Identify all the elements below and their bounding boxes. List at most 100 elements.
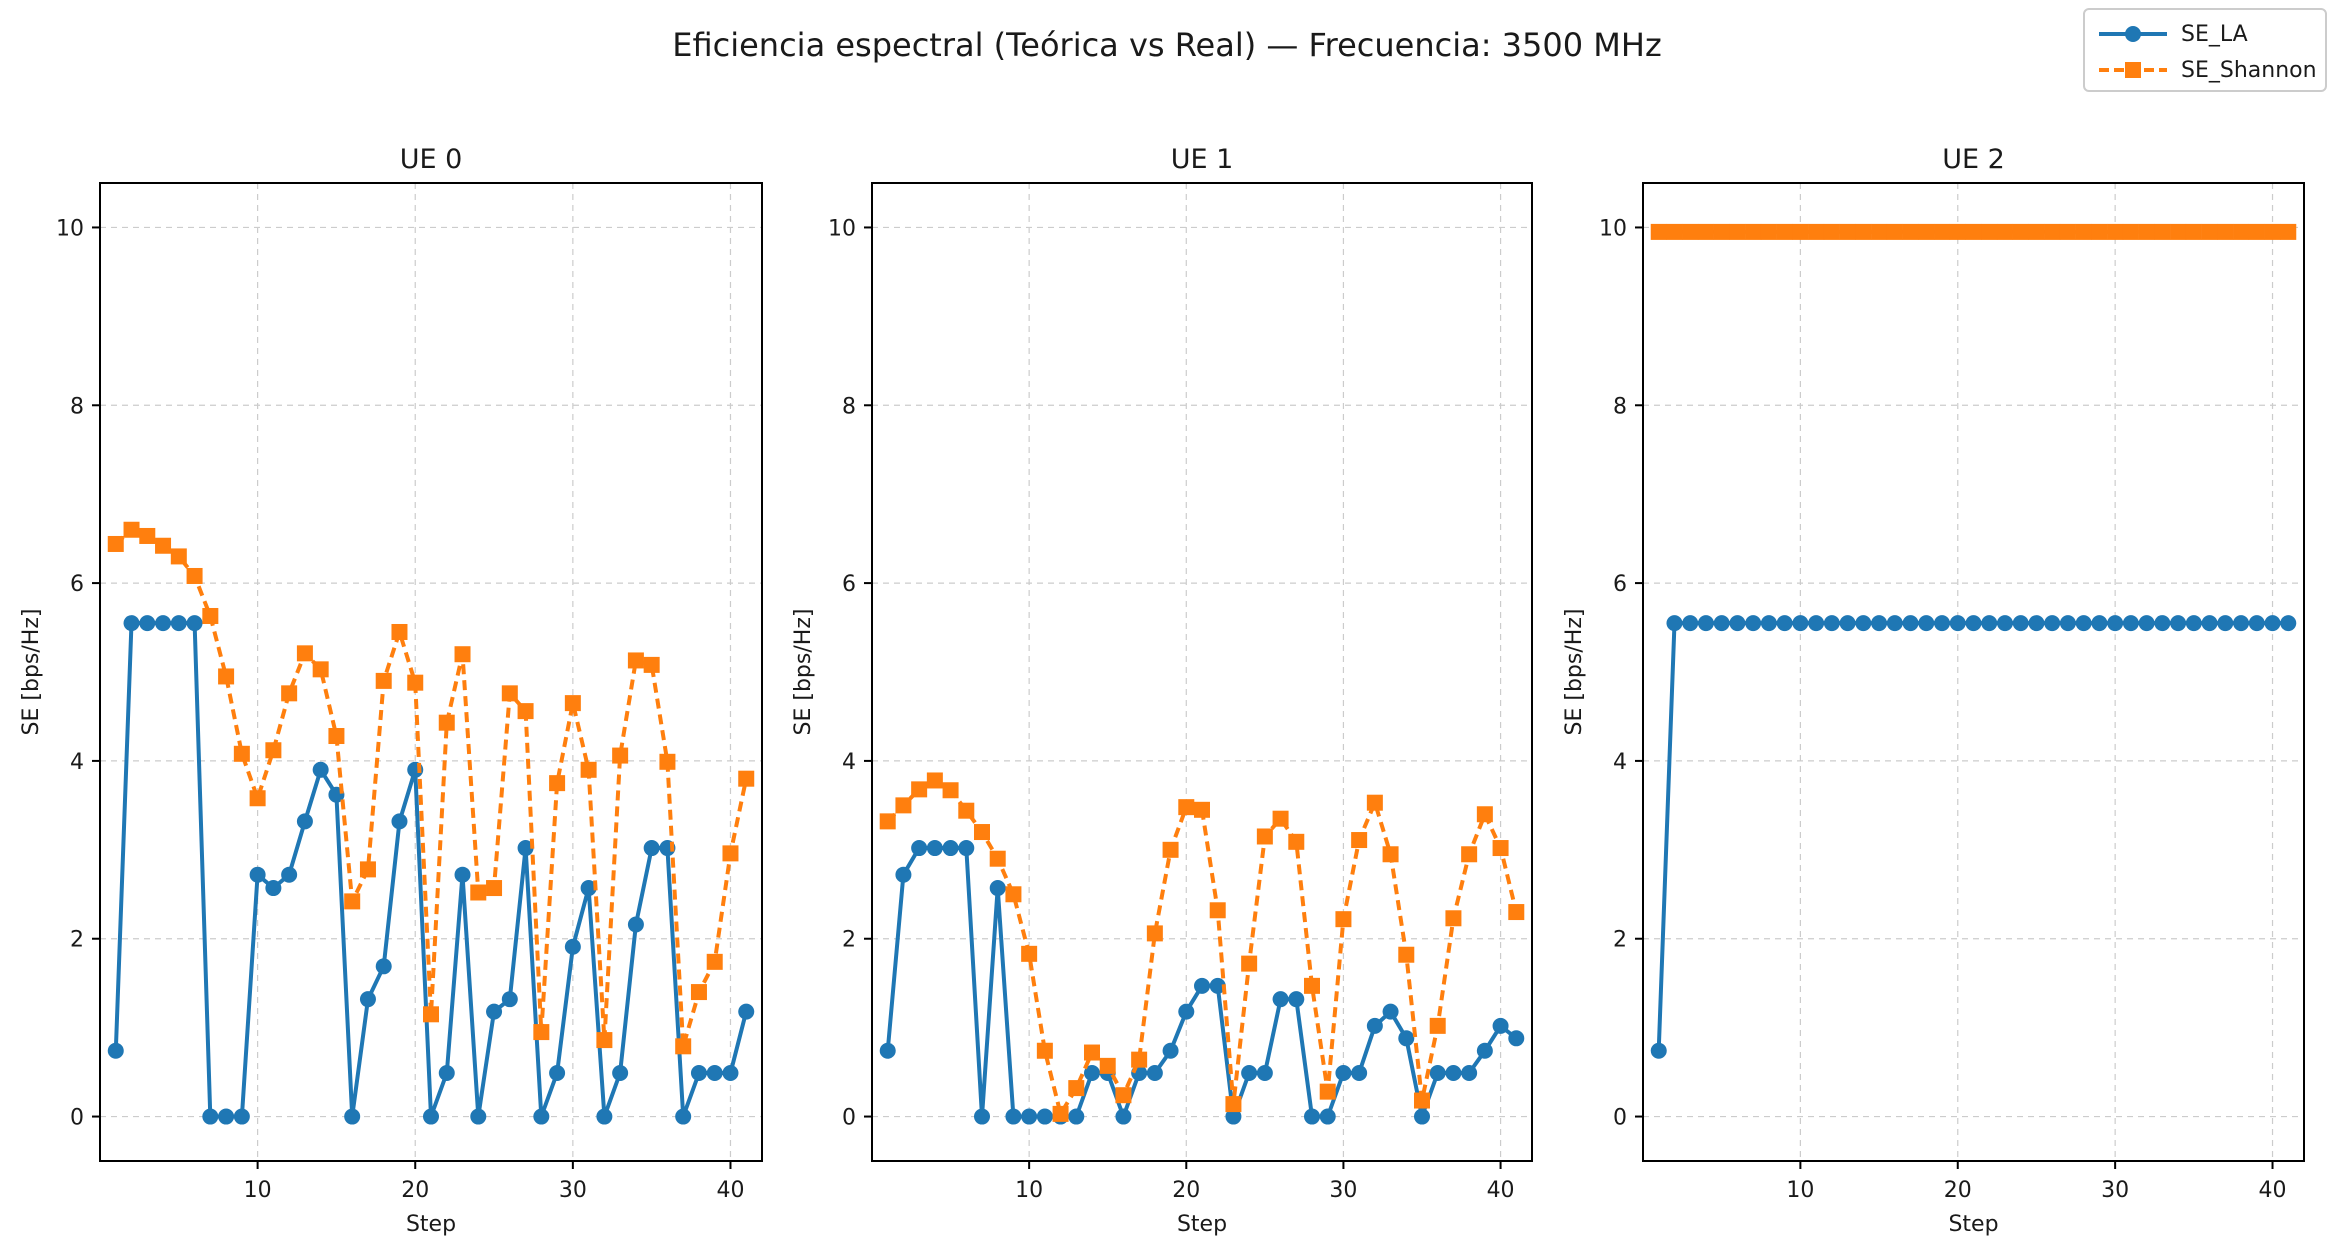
data-point-se-shannon bbox=[1981, 223, 1998, 240]
data-point-se-la bbox=[549, 1064, 566, 1081]
data-point-se-la bbox=[2217, 615, 2234, 632]
legend: SE_LA SE_Shannon bbox=[2083, 8, 2327, 92]
data-point-se-shannon bbox=[2201, 223, 2218, 240]
data-point-se-shannon bbox=[1492, 840, 1509, 857]
data-point-se-shannon bbox=[1996, 223, 2013, 240]
data-point-se-shannon bbox=[296, 645, 313, 662]
data-point-se-la bbox=[423, 1108, 439, 1125]
data-point-se-la bbox=[675, 1108, 692, 1125]
data-point-se-la bbox=[2154, 615, 2171, 632]
data-point-se-la bbox=[2107, 615, 2124, 632]
data-point-se-la bbox=[2028, 615, 2045, 632]
x-tick-label: 30 bbox=[1329, 1178, 1357, 1203]
data-point-se-shannon bbox=[2233, 223, 2250, 240]
data-point-se-shannon bbox=[1508, 904, 1525, 921]
data-point-se-shannon bbox=[1745, 223, 1762, 240]
data-point-se-shannon bbox=[974, 824, 990, 841]
data-point-se-la bbox=[738, 1003, 755, 1020]
data-point-se-la bbox=[1934, 615, 1951, 632]
data-point-se-shannon bbox=[2091, 223, 2108, 240]
data-point-se-la bbox=[1162, 1042, 1179, 1059]
data-point-se-shannon bbox=[265, 742, 282, 759]
legend-item-se-la: SE_LA bbox=[2095, 17, 2248, 51]
data-point-se-shannon bbox=[1319, 1083, 1336, 1100]
data-point-se-la bbox=[1729, 615, 1746, 632]
data-point-se-shannon bbox=[564, 695, 581, 712]
series-line-se-la bbox=[1656, 621, 2289, 1051]
data-point-se-shannon bbox=[1934, 223, 1951, 240]
x-tick-label: 30 bbox=[2101, 1178, 2129, 1203]
data-point-se-shannon bbox=[281, 685, 298, 702]
legend-swatch-se-shannon bbox=[2099, 62, 2167, 78]
data-point-se-shannon bbox=[2044, 223, 2061, 240]
data-point-se-la bbox=[879, 1042, 896, 1059]
panel-title: UE 1 bbox=[1171, 144, 1234, 175]
data-point-se-shannon bbox=[549, 775, 566, 792]
data-point-se-shannon bbox=[1068, 1080, 1085, 1097]
data-point-se-la bbox=[1351, 1064, 1368, 1081]
data-point-se-shannon bbox=[1099, 1057, 1116, 1074]
data-point-se-shannon bbox=[596, 1032, 613, 1049]
data-point-se-la bbox=[281, 866, 298, 883]
data-point-se-la bbox=[974, 1108, 990, 1125]
data-point-se-shannon bbox=[675, 1038, 692, 1055]
data-point-se-shannon bbox=[1036, 1042, 1053, 1059]
panel-ue-2: 10 20 30 40 0 2 4 6 8 10 UE 2 Step SE [bps/Hz] bbox=[1562, 144, 2305, 1237]
data-point-se-shannon bbox=[643, 656, 660, 673]
data-point-se-la bbox=[643, 840, 660, 857]
x-tick-label: 10 bbox=[1786, 1178, 1814, 1203]
data-point-se-shannon bbox=[344, 893, 361, 910]
data-point-se-shannon bbox=[2075, 223, 2092, 240]
data-point-se-la bbox=[155, 615, 172, 632]
y-tick-label: 6 bbox=[1613, 572, 1627, 597]
data-point-se-la bbox=[1005, 1108, 1022, 1125]
data-point-se-shannon bbox=[2170, 223, 2187, 240]
panel-ue-1: 10 20 30 40 0 2 4 6 8 10 UE 1 Step SE [bps/Hz] bbox=[791, 144, 1533, 1237]
y-tick-label: 0 bbox=[1613, 1106, 1627, 1131]
data-point-se-la bbox=[218, 1108, 235, 1125]
data-point-se-shannon bbox=[107, 535, 124, 552]
data-point-se-shannon bbox=[580, 761, 597, 778]
data-point-se-la bbox=[533, 1108, 550, 1125]
data-point-se-la bbox=[454, 866, 471, 883]
data-point-se-shannon bbox=[2138, 223, 2155, 240]
y-tick-label: 2 bbox=[70, 928, 84, 953]
data-point-se-shannon bbox=[2248, 223, 2265, 240]
data-point-se-shannon bbox=[486, 880, 503, 897]
data-point-se-shannon bbox=[911, 781, 928, 798]
data-point-se-la bbox=[1839, 615, 1856, 632]
data-point-se-la bbox=[1414, 1108, 1430, 1125]
data-point-se-la bbox=[564, 938, 581, 955]
y-tick-label: 0 bbox=[70, 1106, 84, 1131]
data-point-se-la bbox=[2059, 615, 2076, 632]
data-point-se-shannon bbox=[1839, 223, 1856, 240]
data-point-se-la bbox=[375, 958, 392, 975]
data-point-se-la bbox=[202, 1108, 219, 1125]
x-tick-label: 20 bbox=[1172, 1178, 1200, 1203]
data-point-se-shannon bbox=[2217, 223, 2234, 240]
data-point-se-shannon bbox=[1256, 828, 1273, 845]
data-point-se-shannon bbox=[1461, 846, 1478, 863]
series-line-se-shannon bbox=[114, 527, 749, 1049]
y-tick-label: 6 bbox=[70, 572, 84, 597]
data-point-se-la bbox=[249, 866, 266, 883]
data-point-se-la bbox=[1084, 1064, 1100, 1081]
data-point-se-la bbox=[1225, 1108, 1242, 1125]
data-point-se-la bbox=[1382, 1003, 1399, 1020]
data-point-se-shannon bbox=[2059, 223, 2076, 240]
data-point-se-la bbox=[958, 840, 975, 857]
plot-frame bbox=[1642, 182, 2305, 1162]
data-point-se-shannon bbox=[423, 1006, 439, 1023]
data-point-se-shannon bbox=[1666, 223, 1683, 240]
data-point-se-shannon bbox=[1713, 223, 1730, 240]
data-point-se-shannon bbox=[1084, 1044, 1100, 1061]
data-point-se-shannon bbox=[1052, 1105, 1069, 1122]
data-point-se-la bbox=[596, 1108, 613, 1125]
data-point-se-la bbox=[1288, 991, 1305, 1008]
y-axis-label: SE [bps/Hz] bbox=[19, 609, 44, 736]
data-point-se-shannon bbox=[1823, 223, 1840, 240]
data-point-se-shannon bbox=[1682, 223, 1699, 240]
data-point-se-shannon bbox=[1351, 832, 1368, 849]
data-point-se-shannon bbox=[2154, 223, 2171, 240]
